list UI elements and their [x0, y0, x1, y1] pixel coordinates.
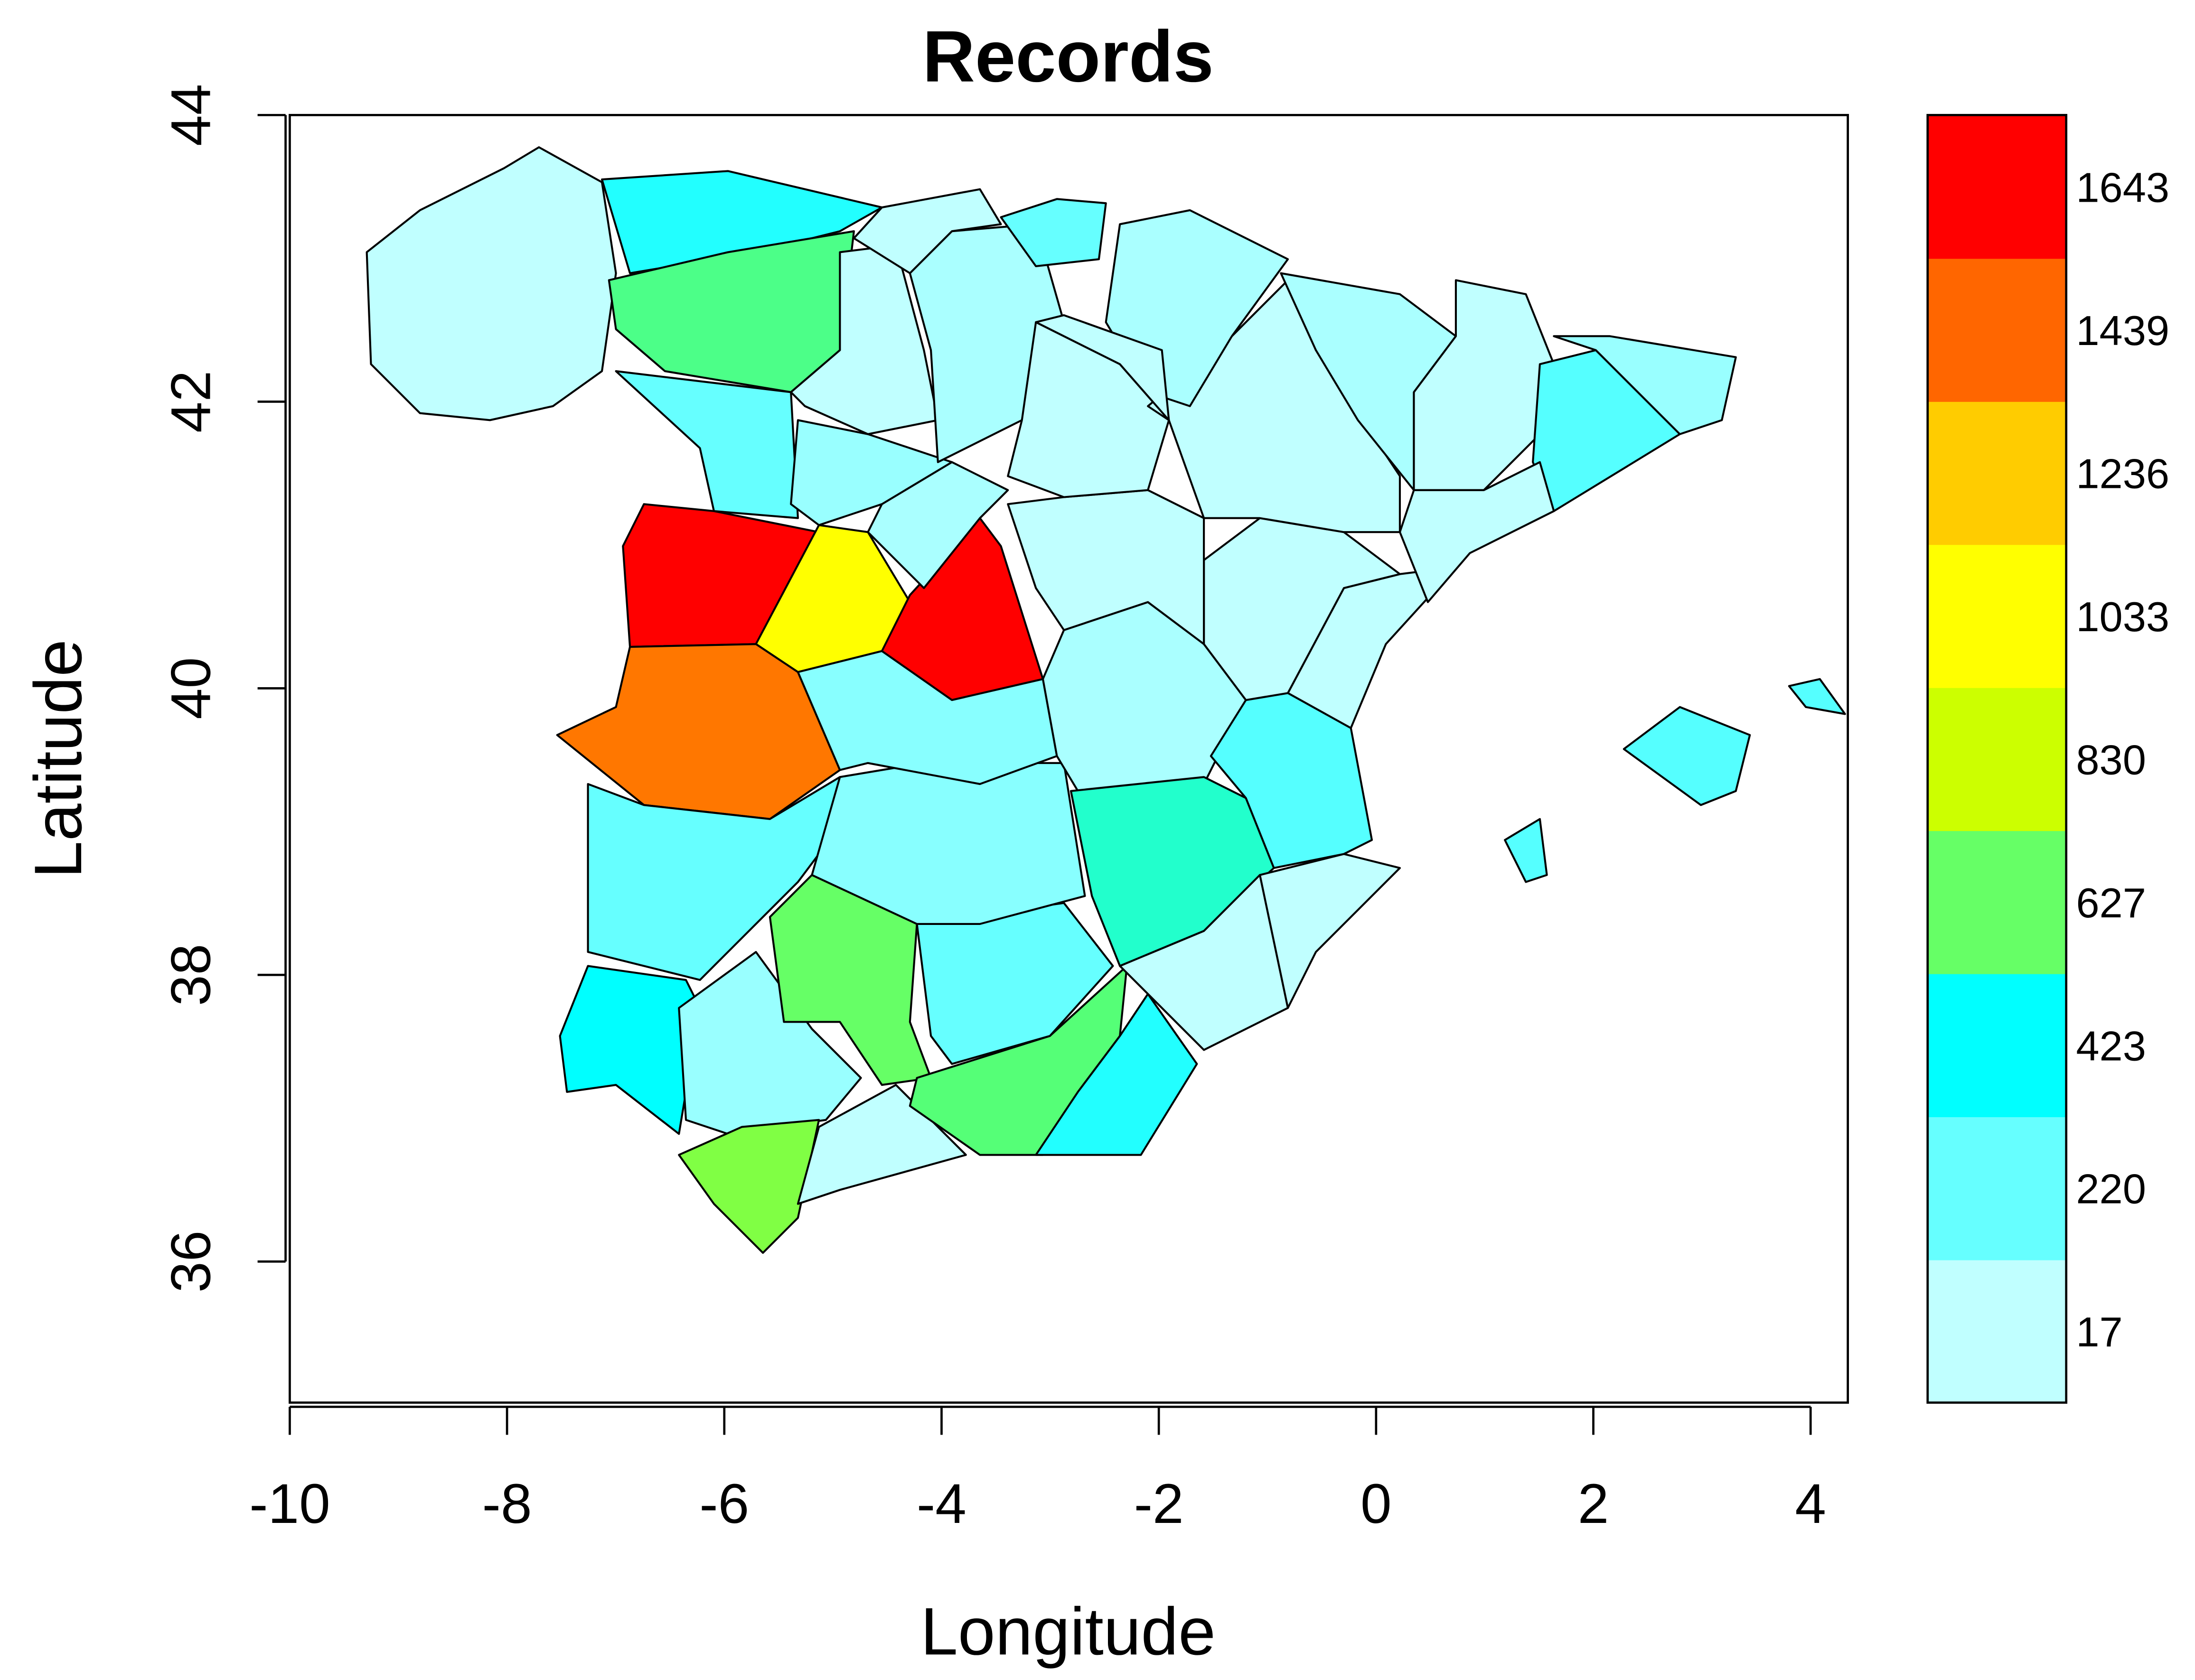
x-tick-label: -2	[1134, 1472, 1184, 1535]
x-tick-label: 0	[1360, 1472, 1392, 1535]
province-region	[366, 146, 617, 421]
x-axis-title: Longitude	[920, 1594, 1216, 1669]
x-tick-label: -8	[482, 1472, 532, 1535]
province-region	[600, 170, 883, 274]
legend-label: 220	[2076, 1166, 2146, 1213]
province-region	[1623, 706, 1751, 806]
province-region	[1553, 335, 1737, 435]
legend-swatch	[1927, 401, 2066, 545]
legend-swatch	[1927, 973, 2066, 1118]
x-tick-label: -10	[249, 1472, 330, 1535]
province-region	[1788, 678, 1846, 715]
y-tick-label: 36	[159, 1231, 222, 1293]
legend-label: 17	[2076, 1308, 2122, 1355]
legend-swatch	[1927, 544, 2066, 688]
province-region	[1532, 349, 1681, 513]
province-region	[1504, 818, 1548, 883]
y-tick-label: 44	[159, 84, 222, 146]
province-region	[615, 370, 799, 519]
legend-label: 1643	[2076, 164, 2169, 211]
x-tick-label: 4	[1795, 1472, 1826, 1535]
x-axis: -10 -8 -6 -4 -2 0 2 4	[249, 1405, 1826, 1535]
legend-swatch	[1927, 830, 2066, 974]
legend-label: 1033	[2076, 593, 2169, 640]
province-region	[1398, 461, 1555, 603]
chart-title: Records	[922, 16, 1214, 97]
y-tick-label: 38	[159, 944, 222, 1006]
province-region	[1203, 517, 1401, 701]
province-region	[916, 902, 1114, 1065]
legend-label: 627	[2076, 879, 2146, 926]
legend-frame	[1926, 114, 2068, 1404]
legend-swatch	[1927, 1116, 2066, 1260]
x-tick-label: 2	[1578, 1472, 1609, 1535]
legend-label: 1439	[2076, 307, 2169, 354]
province-region	[1000, 198, 1107, 267]
x-tick-label: -4	[917, 1472, 966, 1535]
y-tick-label: 40	[159, 657, 222, 719]
legend-swatch	[1927, 115, 2066, 259]
province-region	[559, 965, 701, 1135]
province-region	[678, 951, 862, 1135]
legend-swatch	[1927, 258, 2066, 402]
legend-swatch	[1927, 1260, 2066, 1403]
province-region	[853, 188, 1002, 274]
legend-swatch	[1927, 687, 2066, 831]
map-regions	[366, 146, 1846, 1254]
y-tick-label: 42	[159, 371, 222, 433]
color-legend: 17 220 423 627 830 1033 1236 1439 1643	[1926, 114, 2169, 1404]
legend-label: 830	[2076, 736, 2146, 783]
legend-label: 423	[2076, 1022, 2146, 1069]
y-axis: 36 38 40 42 44	[159, 84, 287, 1293]
legend-label: 1236	[2076, 450, 2169, 497]
province-region	[790, 244, 939, 435]
province-region	[678, 1119, 820, 1254]
x-tick-label: -6	[699, 1472, 749, 1535]
plot-frame	[289, 114, 1849, 1404]
province-region	[1035, 314, 1170, 421]
y-axis-title: Latitude	[20, 639, 95, 878]
